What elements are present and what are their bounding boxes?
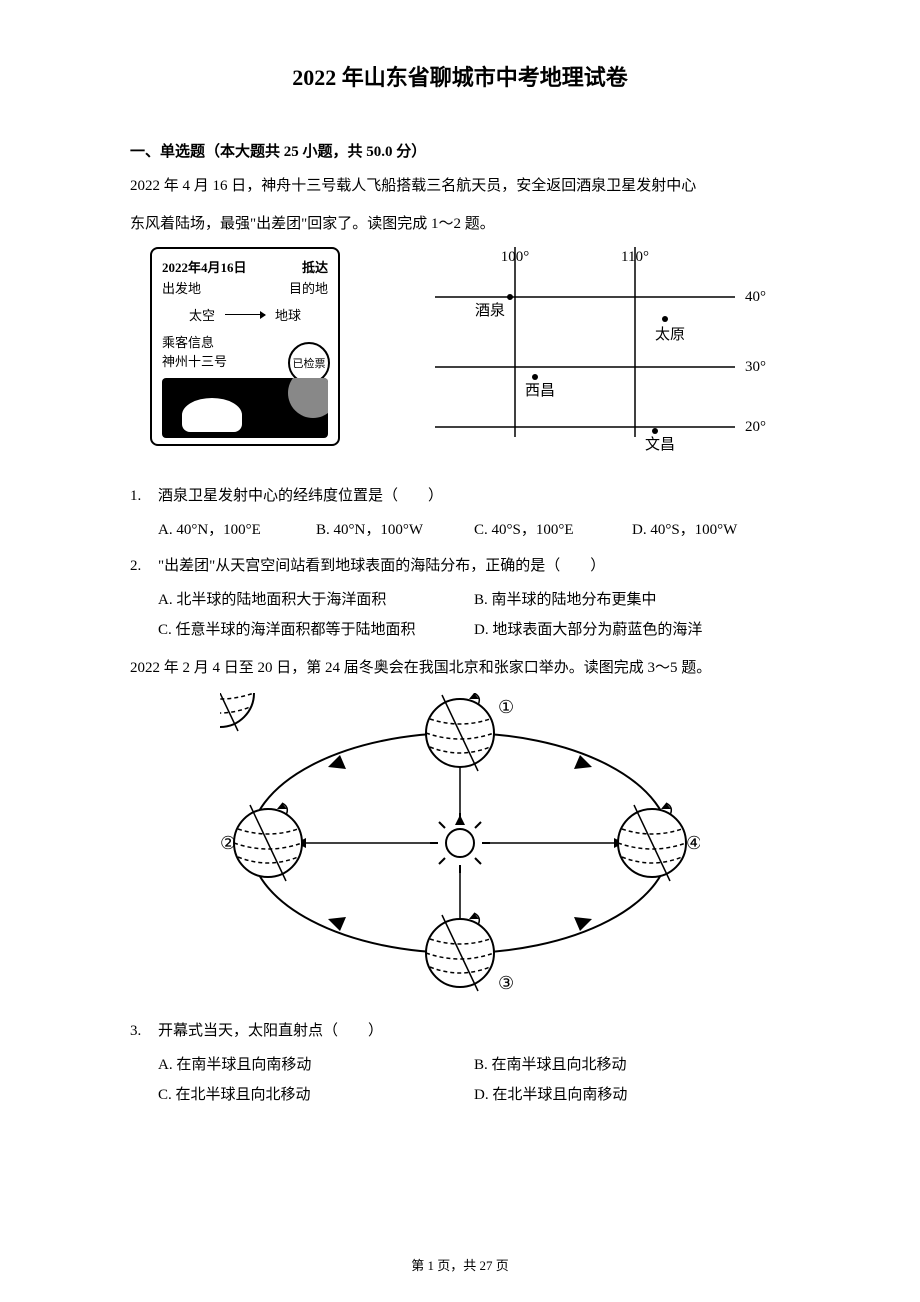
q1-opt-a: A. 40°N，100°E bbox=[158, 515, 316, 545]
q1-opt-b: B. 40°N，100°W bbox=[316, 515, 474, 545]
q2-opt-c: C. 任意半球的海洋面积都等于陆地面积 bbox=[158, 615, 474, 645]
q1-stem: 酒泉卫星发射中心的经纬度位置是（ ） bbox=[158, 481, 790, 511]
ticket-card: 2022年4月16日 抵达 出发地 目的地 太空 地球 乘客信息 神州十三号 已… bbox=[150, 247, 340, 446]
q1-opt-d: D. 40°S，100°W bbox=[632, 515, 790, 545]
question-3: 3. 开幕式当天，太阳直射点（ ） A. 在南半球且向南移动 B. 在南半球且向… bbox=[130, 1016, 790, 1110]
lat-tick-2: 20° bbox=[745, 419, 766, 435]
question-1: 1. 酒泉卫星发射中心的经纬度位置是（ ） A. 40°N，100°E B. 4… bbox=[130, 481, 790, 545]
spacecraft-image bbox=[162, 378, 328, 438]
lon-tick-1: 110° bbox=[621, 249, 649, 265]
orbit-label-3: ③ bbox=[498, 973, 514, 993]
q3-opt-d: D. 在北半球且向南移动 bbox=[474, 1080, 790, 1110]
q2-opt-b: B. 南半球的陆地分布更集中 bbox=[474, 585, 790, 615]
question-2: 2. "出差团"从天宫空间站看到地球表面的海陆分布，正确的是（ ） A. 北半球… bbox=[130, 551, 790, 645]
city-taiyuan: 太原 bbox=[655, 326, 685, 343]
page-footer: 第 1 页，共 27 页 bbox=[0, 1255, 920, 1274]
q2-opt-d: D. 地球表面大部分为蔚蓝色的海洋 bbox=[474, 615, 790, 645]
ticket-from: 太空 bbox=[189, 305, 215, 324]
q3-num: 3. bbox=[130, 1016, 158, 1110]
q3-stem: 开幕式当天，太阳直射点（ ） bbox=[158, 1016, 790, 1046]
q2-stem: "出差团"从天宫空间站看到地球表面的海陆分布，正确的是（ ） bbox=[158, 551, 790, 581]
lat-tick-0: 40° bbox=[745, 289, 766, 305]
q2-num: 2. bbox=[130, 551, 158, 645]
ticket-dest-label: 目的地 bbox=[289, 278, 328, 297]
lat-tick-1: 30° bbox=[745, 359, 766, 375]
q3-opt-c: C. 在北半球且向北移动 bbox=[158, 1080, 474, 1110]
arrow-icon bbox=[225, 314, 265, 315]
intro-2: 2022 年 2 月 4 日至 20 日，第 24 届冬奥会在我国北京和张家口举… bbox=[130, 653, 790, 683]
intro-1-line-1: 2022 年 4 月 16 日，神舟十三号载人飞船搭载三名航天员，安全返回酒泉卫… bbox=[130, 171, 790, 201]
orbit-label-4: ④ bbox=[686, 833, 700, 853]
city-wenchang: 文昌 bbox=[645, 436, 675, 453]
q1-num: 1. bbox=[130, 481, 158, 545]
ticket-date: 2022年4月16日 bbox=[162, 257, 247, 276]
ticket-to: 地球 bbox=[275, 305, 301, 324]
intro-1-line-2: 东风着陆场，最强"出差团"回家了。读图完成 1～2 题。 bbox=[130, 209, 790, 239]
figure-row-1: 2022年4月16日 抵达 出发地 目的地 太空 地球 乘客信息 神州十三号 已… bbox=[150, 247, 790, 457]
page-title: 2022 年山东省聊城市中考地理试卷 bbox=[130, 60, 790, 92]
q1-opt-c: C. 40°S，100°E bbox=[474, 515, 632, 545]
section-header: 一、单选题（本大题共 25 小题，共 50.0 分） bbox=[130, 140, 790, 161]
ticket-arrive-label: 抵达 bbox=[302, 257, 328, 276]
q3-opt-a: A. 在南半球且向南移动 bbox=[158, 1050, 474, 1080]
ticket-depart-label: 出发地 bbox=[162, 278, 201, 297]
orbit-label-2: ② bbox=[220, 833, 236, 853]
q3-opt-b: B. 在南半球且向北移动 bbox=[474, 1050, 790, 1080]
coordinate-map: 100° 110° 40° 30° 20° 酒泉 太原 西昌 文昌 bbox=[380, 247, 790, 457]
orbit-label-1: ① bbox=[498, 697, 514, 717]
city-xichang: 西昌 bbox=[525, 383, 555, 399]
q2-opt-a: A. 北半球的陆地面积大于海洋面积 bbox=[158, 585, 474, 615]
orbit-diagram: ① ② ③ ④ bbox=[130, 693, 790, 998]
lon-tick-0: 100° bbox=[501, 249, 530, 265]
city-jiuquan: 酒泉 bbox=[475, 302, 505, 319]
